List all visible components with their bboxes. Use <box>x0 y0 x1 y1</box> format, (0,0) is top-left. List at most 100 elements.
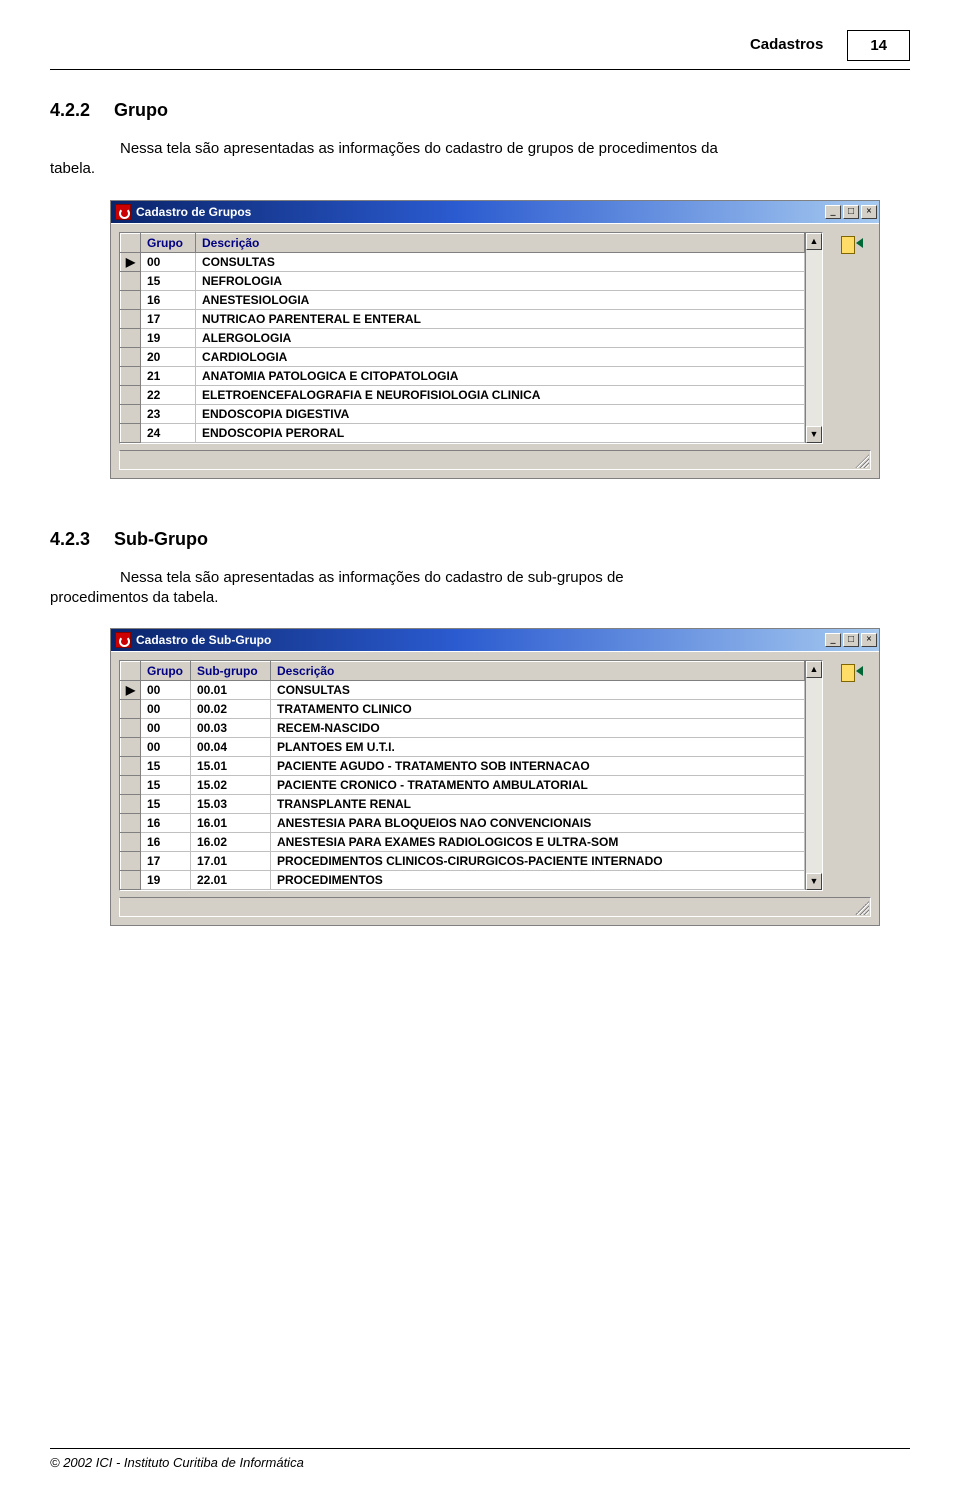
table-row[interactable]: 0000.02TRATAMENTO CLINICO <box>121 700 805 719</box>
table-row[interactable]: ▶00CONSULTAS <box>121 252 805 271</box>
cell-grupo: 00 <box>141 681 191 700</box>
cell-grupo: 00 <box>141 738 191 757</box>
cell-subgrupo: 00.02 <box>191 700 271 719</box>
row-marker <box>121 833 141 852</box>
section-name: Sub-Grupo <box>114 529 208 549</box>
cell-grupo: 22 <box>141 385 196 404</box>
table-row[interactable]: 17NUTRICAO PARENTERAL E ENTERAL <box>121 309 805 328</box>
window-title: Cadastro de Grupos <box>136 205 825 219</box>
section-body-line: procedimentos da tabela. <box>50 588 910 608</box>
row-marker <box>121 814 141 833</box>
cell-grupo: 15 <box>141 757 191 776</box>
cell-descricao: PROCEDIMENTOS CLINICOS-CIRURGICOS-PACIEN… <box>271 852 805 871</box>
table-row[interactable]: 0000.04PLANTOES EM U.T.I. <box>121 738 805 757</box>
section-body-subgrupo: Nessa tela são apresentadas as informaçõ… <box>50 568 910 609</box>
titlebar[interactable]: Cadastro de Sub-Grupo _ □ × <box>111 629 879 651</box>
table-row[interactable]: 21ANATOMIA PATOLOGICA E CITOPATOLOGIA <box>121 366 805 385</box>
cell-descricao: PACIENTE CRONICO - TRATAMENTO AMBULATORI… <box>271 776 805 795</box>
row-marker: ▶ <box>121 681 141 700</box>
cell-grupo: 17 <box>141 309 196 328</box>
close-button[interactable]: × <box>861 633 877 647</box>
table-row[interactable]: 22ELETROENCEFALOGRAFIA E NEUROFISIOLOGIA… <box>121 385 805 404</box>
section-name: Grupo <box>114 100 168 120</box>
table-row[interactable]: 0000.03RECEM-NASCIDO <box>121 719 805 738</box>
cell-descricao: ALERGOLOGIA <box>196 328 805 347</box>
table-row[interactable]: 23ENDOSCOPIA DIGESTIVA <box>121 404 805 423</box>
row-marker <box>121 347 141 366</box>
exit-icon[interactable] <box>839 662 863 684</box>
cell-subgrupo: 16.01 <box>191 814 271 833</box>
table-row[interactable]: 1922.01PROCEDIMENTOS <box>121 871 805 890</box>
exit-icon[interactable] <box>839 234 863 256</box>
statusbar <box>119 450 871 470</box>
row-marker <box>121 423 141 442</box>
minimize-button[interactable]: _ <box>825 633 841 647</box>
maximize-button[interactable]: □ <box>843 205 859 219</box>
table-row[interactable]: 1616.01ANESTESIA PARA BLOQUEIOS NAO CONV… <box>121 814 805 833</box>
row-marker <box>121 719 141 738</box>
table-row[interactable]: 1515.02PACIENTE CRONICO - TRATAMENTO AMB… <box>121 776 805 795</box>
scroll-up-button[interactable]: ▲ <box>806 661 822 678</box>
minimize-button[interactable]: _ <box>825 205 841 219</box>
close-button[interactable]: × <box>861 205 877 219</box>
app-icon <box>115 204 131 220</box>
cell-grupo: 23 <box>141 404 196 423</box>
section-title-subgrupo: 4.2.3Sub-Grupo <box>50 529 910 550</box>
cell-descricao: ANESTESIOLOGIA <box>196 290 805 309</box>
column-header[interactable]: Sub-grupo <box>191 662 271 681</box>
window-cadastro-grupos: Cadastro de Grupos _ □ × Grupo <box>110 200 880 479</box>
row-marker <box>121 366 141 385</box>
row-marker <box>121 852 141 871</box>
section-body-line: tabela. <box>50 159 910 179</box>
app-icon <box>115 632 131 648</box>
table-row[interactable]: 20CARDIOLOGIA <box>121 347 805 366</box>
table-row[interactable]: 1515.01PACIENTE AGUDO - TRATAMENTO SOB I… <box>121 757 805 776</box>
data-grid[interactable]: Grupo Sub-grupo Descrição ▶0000.01CONSUL… <box>119 660 823 891</box>
section-body-grupo: Nessa tela são apresentadas as informaçõ… <box>50 139 910 180</box>
row-header-corner <box>121 662 141 681</box>
cell-grupo: 24 <box>141 423 196 442</box>
vertical-scrollbar[interactable]: ▲ ▼ <box>805 661 822 890</box>
scroll-down-button[interactable]: ▼ <box>806 873 822 890</box>
table-row[interactable]: 24ENDOSCOPIA PERORAL <box>121 423 805 442</box>
scroll-down-button[interactable]: ▼ <box>806 426 822 443</box>
resize-grip[interactable] <box>855 454 869 468</box>
data-grid[interactable]: Grupo Descrição ▶00CONSULTAS15NEFROLOGIA… <box>119 232 823 444</box>
cell-descricao: ANESTESIA PARA BLOQUEIOS NAO CONVENCIONA… <box>271 814 805 833</box>
titlebar[interactable]: Cadastro de Grupos _ □ × <box>111 201 879 223</box>
scroll-up-button[interactable]: ▲ <box>806 233 822 250</box>
header-rule <box>50 69 910 70</box>
cell-descricao: TRANSPLANTE RENAL <box>271 795 805 814</box>
table-row[interactable]: ▶0000.01CONSULTAS <box>121 681 805 700</box>
cell-subgrupo: 15.03 <box>191 795 271 814</box>
table-row[interactable]: 15NEFROLOGIA <box>121 271 805 290</box>
scroll-track[interactable] <box>806 678 822 873</box>
vertical-scrollbar[interactable]: ▲ ▼ <box>805 233 822 443</box>
window-cadastro-subgrupo: Cadastro de Sub-Grupo _ □ × Grupo <box>110 628 880 926</box>
scroll-track[interactable] <box>806 250 822 426</box>
cell-subgrupo: 17.01 <box>191 852 271 871</box>
cell-grupo: 19 <box>141 871 191 890</box>
row-marker <box>121 738 141 757</box>
table-row[interactable]: 1515.03TRANSPLANTE RENAL <box>121 795 805 814</box>
cell-descricao: RECEM-NASCIDO <box>271 719 805 738</box>
table-row[interactable]: 1616.02ANESTESIA PARA EXAMES RADIOLOGICO… <box>121 833 805 852</box>
cell-subgrupo: 00.03 <box>191 719 271 738</box>
column-header[interactable]: Grupo <box>141 662 191 681</box>
cell-subgrupo: 16.02 <box>191 833 271 852</box>
footer-text: © 2002 ICI - Instituto Curitiba de Infor… <box>50 1455 910 1470</box>
table-row[interactable]: 1717.01PROCEDIMENTOS CLINICOS-CIRURGICOS… <box>121 852 805 871</box>
column-header[interactable]: Grupo <box>141 233 196 252</box>
cell-descricao: ENDOSCOPIA DIGESTIVA <box>196 404 805 423</box>
column-header[interactable]: Descrição <box>271 662 805 681</box>
maximize-button[interactable]: □ <box>843 633 859 647</box>
table-row[interactable]: 16ANESTESIOLOGIA <box>121 290 805 309</box>
resize-grip[interactable] <box>855 901 869 915</box>
section-number: 4.2.2 <box>50 100 90 121</box>
cell-descricao: ANATOMIA PATOLOGICA E CITOPATOLOGIA <box>196 366 805 385</box>
cell-descricao: ANESTESIA PARA EXAMES RADIOLOGICOS E ULT… <box>271 833 805 852</box>
column-header[interactable]: Descrição <box>196 233 805 252</box>
table-row[interactable]: 19ALERGOLOGIA <box>121 328 805 347</box>
cell-descricao: ENDOSCOPIA PERORAL <box>196 423 805 442</box>
cell-grupo: 15 <box>141 271 196 290</box>
